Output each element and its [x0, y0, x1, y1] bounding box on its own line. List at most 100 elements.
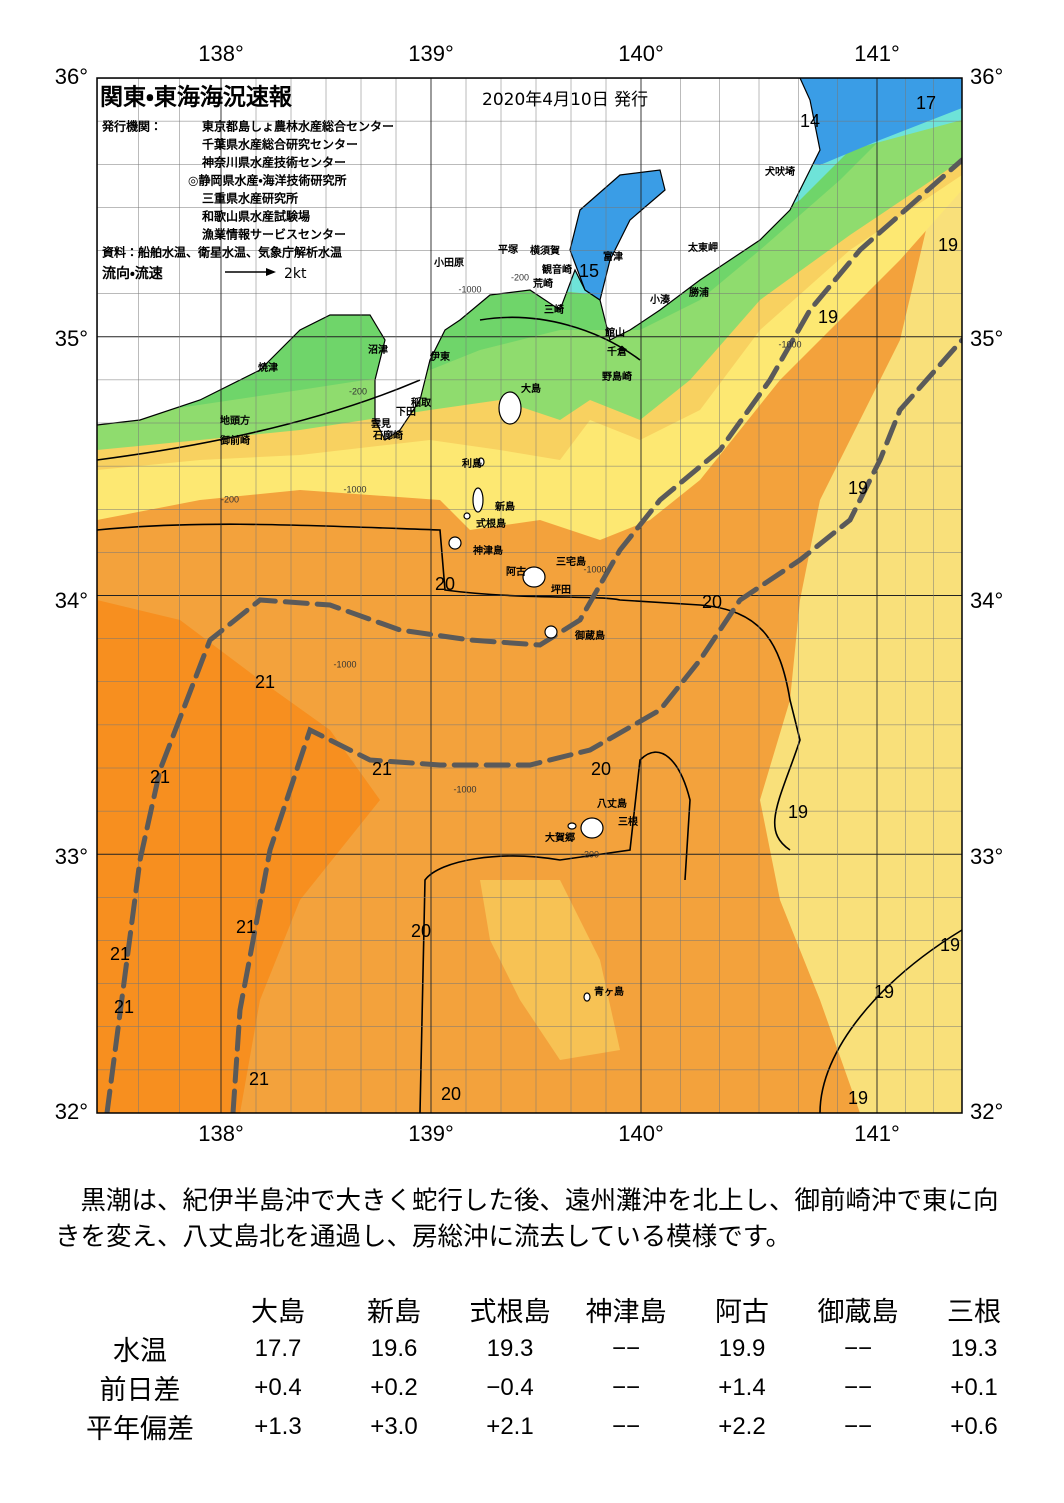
place-name: 石廊崎 — [372, 429, 403, 442]
depth-label: -1000 — [453, 784, 476, 794]
place-name: 青ヶ島 — [594, 985, 624, 998]
island — [522, 566, 546, 588]
description: 黒潮は、紀伊半島沖で大きく蛇行した後、遠州灘沖を北上し、御前崎沖で東に向きを変え… — [55, 1186, 999, 1252]
table-cell: +2.2 — [718, 1412, 766, 1440]
island — [544, 625, 558, 639]
lat-label: 34° — [55, 588, 88, 613]
lat-label: 35° — [55, 326, 88, 351]
place-name: 御前崎 — [219, 434, 250, 447]
place-name: 御蔵島 — [574, 629, 605, 642]
lat-label: 36° — [970, 64, 1003, 89]
table-cell: −− — [843, 1412, 873, 1440]
row-label: 前日差 — [99, 1375, 181, 1406]
isotherm-label: 21 — [110, 944, 130, 964]
table-cell: 17.7 — [254, 1334, 302, 1362]
depth-label: -200 — [581, 849, 599, 859]
isotherm — [97, 523, 801, 851]
depth-label: -200 — [511, 272, 529, 282]
isotherm-label: 19 — [848, 1088, 868, 1108]
place-name: 勝浦 — [689, 286, 709, 299]
column-header: 神津島 — [585, 1297, 667, 1328]
isotherm-label: 21 — [236, 917, 256, 937]
isotherm-label: 19 — [938, 235, 958, 255]
lon-label: 138° — [198, 1121, 244, 1146]
place-name: 式根島 — [476, 517, 506, 530]
source: 資料：船舶水温、衛星水温、気象庁解析水温 — [102, 245, 342, 260]
lat-label: 35° — [970, 326, 1003, 351]
place-name: 新島 — [494, 500, 515, 513]
place-name: 館山 — [604, 326, 625, 339]
lat-label: 34° — [970, 588, 1003, 613]
isotherm — [97, 379, 421, 461]
data-table: 大島 新島 式根島 神津島 阿古 御蔵島 三根 水温 17.7 19.6 19.3 −− 19.9 −− 1… — [60, 1290, 1032, 1446]
table-row: 水温 17.7 19.6 19.3 −− 19.9 −− 19.3 — [60, 1329, 1032, 1368]
table-cell: 19.3 — [950, 1334, 998, 1362]
place-name: 犬吠埼 — [765, 165, 795, 178]
place-name: 利島 — [462, 457, 482, 470]
place-name: 富津 — [603, 250, 623, 263]
lat-label: 32° — [55, 1099, 88, 1124]
depth-label: -1000 — [343, 484, 366, 494]
isotherm-label: 19 — [874, 982, 894, 1002]
column-header: 御蔵島 — [817, 1297, 899, 1328]
place-name: 観音崎 — [542, 263, 572, 276]
current-label: 流向・流速 — [102, 265, 163, 282]
map-frame — [96, 77, 963, 1114]
place-name: 三崎 — [544, 303, 564, 316]
issuer: 東京都島しょ農林水産総合センター — [202, 119, 394, 134]
lon-label: 141° — [854, 1121, 900, 1146]
issuer: 三重県水産研究所 — [202, 191, 298, 206]
land — [97, 78, 821, 441]
island — [580, 817, 604, 839]
table-cell: −0.4 — [486, 1373, 534, 1401]
table-cell: +1.4 — [718, 1373, 766, 1401]
isotherm-label: 19 — [940, 935, 960, 955]
depth-label: -1000 — [583, 564, 606, 574]
table-cell: −− — [611, 1373, 641, 1401]
current-scale: 2kt — [284, 266, 307, 282]
table-cell: −− — [843, 1373, 873, 1401]
place-name: 阿古 — [506, 565, 526, 578]
lat-label: 36° — [55, 64, 88, 89]
lon-label: 139° — [408, 41, 454, 66]
place-name: 野島崎 — [602, 370, 632, 383]
isotherm-label: 15 — [579, 261, 599, 281]
place-name: 三宅島 — [556, 555, 586, 568]
isotherm-label: 19 — [848, 478, 868, 498]
place-name: 横須賀 — [530, 244, 560, 257]
issuer: 和歌山県水産試験場 — [201, 209, 310, 224]
place-name: 小田原 — [433, 256, 464, 269]
row-label: 水温 — [113, 1336, 167, 1367]
issue-date: 2020年4月10日 発行 — [482, 90, 648, 110]
issuer: ◎静岡県水産・海洋技術研究所 — [188, 173, 347, 188]
place-name: 下田 — [396, 406, 416, 418]
isotherm-label: 17 — [916, 93, 936, 113]
row-label: 平年偏差 — [86, 1414, 194, 1445]
place-name: 八丈島 — [597, 797, 627, 810]
lat-label: 33° — [970, 844, 1003, 869]
corner-cell — [60, 1290, 220, 1329]
isotherm-label: 14 — [800, 111, 820, 131]
lon-label: 140° — [618, 41, 664, 66]
place-name: 平塚 — [498, 243, 519, 256]
isotherm-label: 19 — [788, 802, 808, 822]
depth-label: -1000 — [458, 284, 481, 294]
table-cell: 19.9 — [718, 1334, 766, 1362]
isotherm-label: 21 — [255, 672, 275, 692]
isotherm-label: 20 — [435, 574, 455, 594]
table-cell: 19.3 — [486, 1334, 534, 1362]
island — [477, 457, 485, 467]
isotherm-label: 21 — [150, 767, 170, 787]
issuer: 漁業情報サービスセンター — [202, 227, 346, 242]
table-cell: −− — [611, 1334, 641, 1362]
lon-label: 139° — [408, 1121, 454, 1146]
column-header: 三根 — [947, 1297, 1001, 1328]
sea-pale-south — [480, 880, 620, 1060]
place-name: 千倉 — [607, 345, 628, 358]
table-cell: +1.3 — [254, 1412, 302, 1440]
issuer: 千葉県水産総合研究センター — [202, 137, 358, 152]
isotherm-label: 20 — [591, 759, 611, 779]
place-name: 地頭方 — [220, 414, 250, 427]
place-name: 大賀郷 — [545, 831, 575, 844]
